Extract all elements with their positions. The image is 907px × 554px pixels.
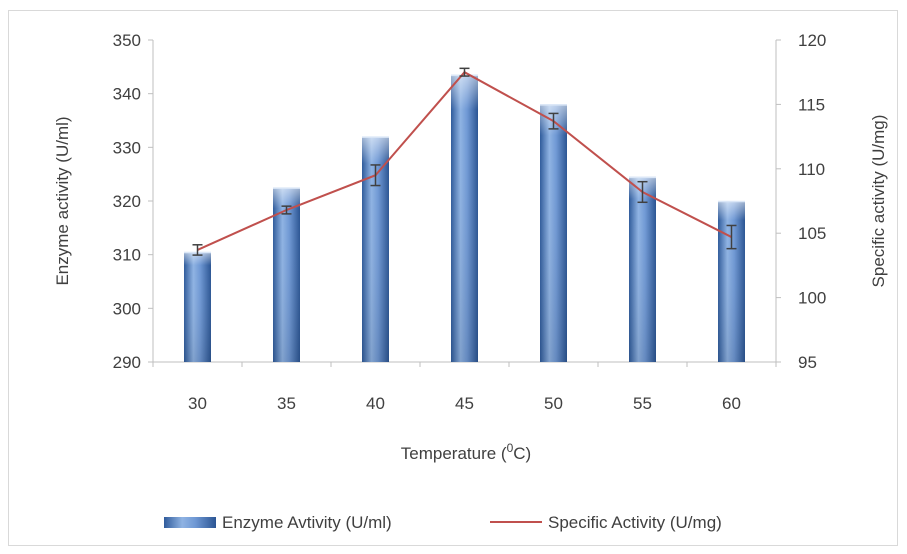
- bar-shade: [273, 187, 300, 362]
- y-tick-label: 300: [113, 299, 141, 318]
- y-tick-label: 290: [113, 353, 141, 372]
- x-tick-label: 60: [722, 394, 741, 413]
- legend: Enzyme Avtivity (U/ml) Specific Activity…: [164, 513, 722, 532]
- y2-tick-label: 120: [798, 31, 826, 50]
- x-tick-label: 35: [277, 394, 296, 413]
- legend-label-line: Specific Activity (U/mg): [548, 513, 722, 532]
- y-tick-label: 310: [113, 246, 141, 265]
- plot-area: 290 300 310 320 330 340 350 95 100 105 110 115 120 30…: [113, 31, 827, 413]
- x-tick-label: 50: [544, 394, 563, 413]
- bar-shade: [629, 176, 656, 362]
- y2-tick-label: 105: [798, 224, 826, 243]
- bar-shade: [184, 251, 211, 362]
- x-tick-label: 40: [366, 394, 385, 413]
- y-axis-title: Enzyme activity (U/ml): [53, 116, 72, 285]
- bar-shade: [451, 74, 478, 362]
- x-tick-label: 45: [455, 394, 474, 413]
- bar-shade: [540, 104, 567, 363]
- y-tick-label: 320: [113, 192, 141, 211]
- y2-tick-label: 115: [798, 95, 825, 114]
- legend-label-bars: Enzyme Avtivity (U/ml): [222, 513, 392, 532]
- y-tick-label: 340: [113, 85, 141, 104]
- legend-swatch-bars: [164, 517, 216, 528]
- y2-tick-label: 100: [798, 289, 826, 308]
- x-tick-label: 30: [188, 394, 207, 413]
- y-tick-label: 350: [113, 31, 141, 50]
- y-tick-label: 330: [113, 138, 141, 157]
- y2-tick-label: 95: [798, 353, 817, 372]
- x-tick-label: 55: [633, 394, 652, 413]
- x-axis-title-superscript: 0: [507, 441, 514, 455]
- y2-tick-label: 110: [798, 160, 825, 179]
- y2-axis-title: Specific activity (U/mg): [869, 115, 888, 288]
- x-axis-title: Temperature (0C): [401, 441, 531, 463]
